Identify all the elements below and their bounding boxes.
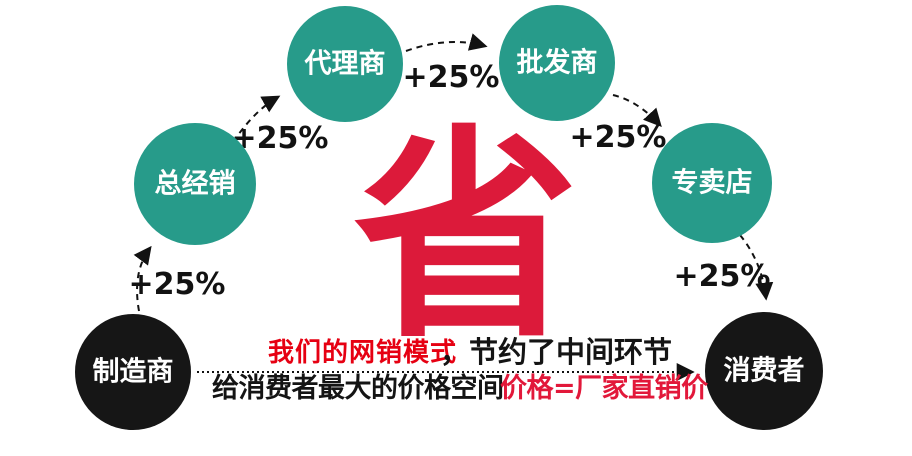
markup-label-1: +25% [129,267,226,302]
node-wholesaler: 批发商 [499,5,615,121]
node-consumer-circle [705,312,823,430]
node-wholesaler-circle [499,5,615,121]
arrow-distributor-to-agent [232,95,281,143]
node-agent: 代理商 [287,6,403,122]
caption: 我们的网销模式 ，节约了中间环节 给消费者最大的价格空间 价格=厂家直销价 [212,335,710,404]
node-consumer-label: 消费者 [724,356,805,387]
node-general-distributor: 总经销 [134,123,256,245]
node-general-distributor-circle [134,123,256,245]
node-specialty-store: 专卖店 [652,123,772,243]
arrow-agent-to-wholesaler [405,33,488,52]
markup-label-4: +25% [570,120,667,155]
node-agent-circle [287,6,403,122]
save-character: 省 [354,107,579,369]
node-manufacturer: 制造商 [75,314,191,430]
node-specialty-store-circle [652,123,772,243]
arrow-manufacturer-to-distributor [133,245,152,312]
node-general-distributor-label: 总经销 [155,168,236,200]
node-wholesaler-label: 批发商 [517,47,598,79]
markup-label-2: +25% [232,121,329,156]
caption-line1-black: ，节约了中间环节 [440,335,672,369]
node-manufacturer-label: 制造商 [93,357,174,388]
arrow-wholesaler-to-store [612,94,662,127]
markup-label-5: +25% [674,259,771,294]
node-agent-label: 代理商 [304,49,386,80]
caption-line2-black: 给消费者最大的价格空间 [212,372,504,404]
node-specialty-store-label: 专卖店 [672,168,753,199]
caption-line2-red: 价格=厂家直销价 [500,372,709,404]
caption-line1-red: 我们的网销模式 [268,337,457,368]
markup-label-3: +25% [403,60,500,95]
arrow-store-to-consumer [739,234,774,301]
node-consumer: 消费者 [705,312,823,430]
node-manufacturer-circle [75,314,191,430]
